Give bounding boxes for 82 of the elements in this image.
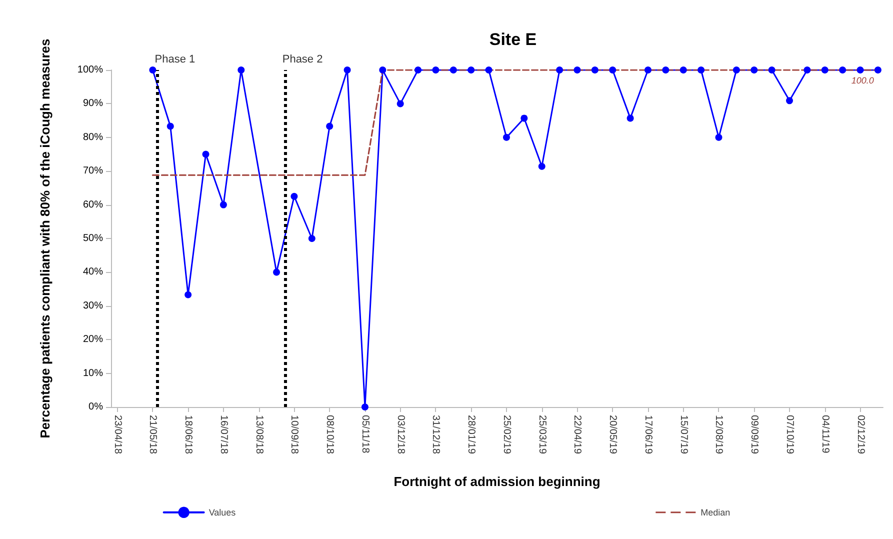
- x-tick-label: 10/09/18: [288, 415, 300, 454]
- point: [432, 66, 440, 74]
- x-tick-label: 16/07/18: [218, 415, 229, 454]
- x-tick-label: 18/06/18: [182, 415, 194, 454]
- point: [680, 66, 687, 74]
- point: [698, 66, 705, 74]
- point: [502, 134, 510, 141]
- point: [202, 150, 210, 158]
- point: [344, 66, 351, 74]
- x-tick-label: 25/03/19: [536, 415, 548, 454]
- y-tick-label: 0%: [88, 402, 104, 412]
- y-tick-label: 80%: [82, 132, 104, 143]
- x-tick-label: 02/12/19: [854, 415, 866, 454]
- point: [574, 66, 581, 74]
- point: [750, 66, 758, 74]
- point: [149, 66, 156, 74]
- y-tick-label: 30%: [82, 300, 104, 312]
- point: [308, 235, 316, 242]
- x-tick-label: 03/12/18: [394, 415, 406, 454]
- point: [450, 66, 457, 74]
- point: [804, 66, 811, 74]
- x-axis-title: Fortnight of admission beginning: [394, 474, 600, 489]
- y-tick-label: 60%: [82, 199, 104, 210]
- point: [732, 66, 740, 74]
- point: [379, 66, 386, 74]
- ref-line-label: Phase 1: [154, 54, 196, 66]
- point: [821, 66, 828, 74]
- x-tick-label: 17/06/19: [642, 415, 654, 454]
- x-tick-label: 07/10/19: [784, 415, 795, 454]
- point: [591, 66, 598, 74]
- x-tick-label: 28/01/19: [466, 415, 477, 454]
- point: [520, 114, 528, 122]
- point: [556, 66, 564, 74]
- point: [166, 122, 174, 130]
- y-axis-title: Percentage patients compliant with 80% of the iCough measures: [38, 38, 52, 438]
- point: [326, 122, 334, 130]
- x-tick-label: 21/05/18: [147, 415, 158, 454]
- point: [468, 66, 475, 74]
- x-tick-label: 12/08/19: [713, 415, 724, 454]
- ref-line-label: Phase 2: [282, 54, 323, 66]
- legend-label: Median: [700, 507, 730, 518]
- point: [290, 192, 298, 200]
- x-tick-label: 25/02/19: [500, 415, 512, 454]
- point: [538, 162, 546, 170]
- point: [396, 100, 404, 108]
- x-tick-label: 15/07/19: [678, 415, 689, 454]
- x-tick-label: 13/08/18: [253, 415, 264, 454]
- point: [662, 66, 670, 74]
- point: [220, 201, 227, 208]
- point: [626, 114, 634, 122]
- x-tick-label: 23/04/18: [112, 415, 123, 454]
- y-tick-label: 70%: [82, 166, 104, 177]
- point: [184, 291, 192, 298]
- point: [273, 268, 280, 276]
- legend-label: Values: [208, 507, 236, 518]
- y-tick-label: 20%: [82, 334, 104, 346]
- point: [361, 404, 368, 410]
- x-tick-label: 09/09/19: [748, 415, 760, 454]
- x-tick-label: 31/12/18: [430, 415, 442, 454]
- point: [238, 66, 245, 74]
- chart-title: Site E: [489, 30, 537, 49]
- point: [414, 66, 422, 74]
- x-tick-label: 22/04/19: [572, 415, 583, 454]
- y-tick-label: 100%: [77, 64, 104, 76]
- x-tick-label: 08/10/18: [324, 415, 336, 454]
- point: [839, 66, 846, 74]
- point: [856, 66, 864, 74]
- point: [609, 66, 616, 74]
- point: [874, 66, 882, 74]
- point: [768, 66, 776, 74]
- point: [715, 134, 722, 141]
- annotation: 100.0: [851, 76, 874, 86]
- y-tick-label: 50%: [82, 233, 104, 244]
- point: [485, 66, 492, 74]
- point: [644, 66, 652, 74]
- x-tick-label: 04/11/19: [819, 415, 830, 454]
- x-tick-label: 05/11/18: [359, 415, 370, 454]
- point: [786, 97, 793, 104]
- y-tick-label: 40%: [82, 266, 104, 278]
- y-tick-label: 10%: [82, 368, 104, 379]
- x-tick-label: 20/05/19: [607, 415, 618, 454]
- y-tick-label: 90%: [82, 98, 104, 110]
